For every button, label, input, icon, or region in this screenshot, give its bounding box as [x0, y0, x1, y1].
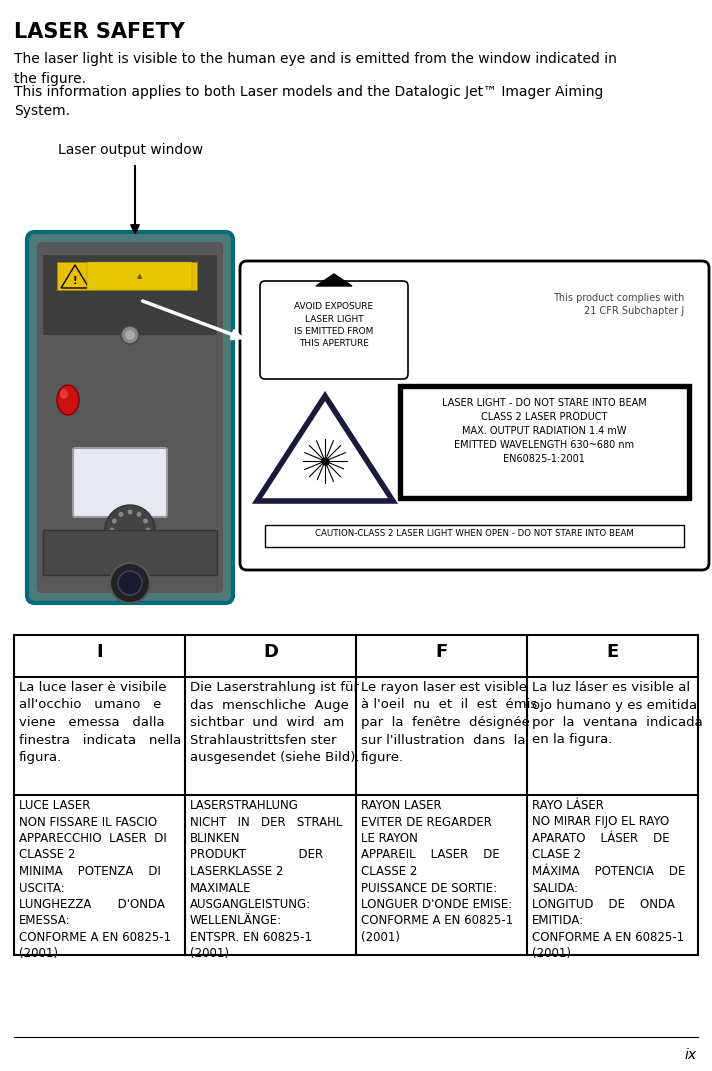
Circle shape	[137, 543, 142, 548]
FancyBboxPatch shape	[37, 242, 223, 593]
Circle shape	[127, 545, 132, 550]
Text: CAUTION-CLASS 2 LASER LIGHT WHEN OPEN - DO NOT STARE INTO BEAM: CAUTION-CLASS 2 LASER LIGHT WHEN OPEN - …	[315, 529, 634, 538]
Text: La luce laser è visibile
all'occhio   umano   e
viene   emessa   dalla
finestra : La luce laser è visibile all'occhio uman…	[19, 681, 182, 764]
Circle shape	[137, 512, 142, 517]
Text: LASERSTRAHLUNG
NICHT   IN   DER   STRAHL
BLINKEN
PRODUKT              DER
LASERK: LASERSTRAHLUNG NICHT IN DER STRAHL BLINK…	[190, 799, 342, 961]
Bar	[43, 255, 217, 335]
Text: I: I	[96, 643, 103, 661]
Text: AVOID EXPOSURE
LASER LIGHT
IS EMITTED FROM
THIS APERTURE: AVOID EXPOSURE LASER LIGHT IS EMITTED FR…	[294, 302, 374, 348]
Ellipse shape	[60, 389, 68, 399]
Circle shape	[105, 506, 155, 555]
Bar	[402, 388, 687, 496]
Circle shape	[112, 518, 117, 524]
Circle shape	[110, 563, 150, 603]
Text: ix: ix	[685, 1049, 697, 1062]
Text: F: F	[435, 643, 448, 661]
Circle shape	[112, 537, 117, 542]
FancyBboxPatch shape	[240, 261, 709, 570]
Circle shape	[143, 537, 148, 542]
Text: This information applies to both Laser models and the Datalogic Jet™ Imager Aimi: This information applies to both Laser m…	[14, 85, 603, 119]
FancyBboxPatch shape	[260, 281, 408, 379]
Polygon shape	[61, 265, 89, 288]
Text: Laser output window: Laser output window	[58, 144, 203, 157]
Bar	[87, 262, 192, 290]
Text: RAYON LASER
EVITER DE REGARDER
LE RAYON
APPAREIL    LASER    DE
CLASSE 2
PUISSAN: RAYON LASER EVITER DE REGARDER LE RAYON …	[361, 799, 513, 944]
Circle shape	[145, 528, 150, 532]
Ellipse shape	[57, 384, 79, 414]
Text: La luz láser es visible al
ojo humano y es emitida
por  la  ventana  indicada
en: La luz láser es visible al ojo humano y …	[532, 681, 703, 746]
Text: Die Laserstrahlung ist für
das  menschliche  Auge
sichtbar  und  wird  am
Strahl: Die Laserstrahlung ist für das menschlic…	[190, 681, 360, 764]
Text: ▲: ▲	[137, 273, 142, 280]
Circle shape	[118, 543, 123, 548]
FancyBboxPatch shape	[27, 232, 233, 603]
Circle shape	[121, 326, 139, 344]
Bar	[265, 525, 684, 547]
Text: Le rayon laser est visible
à l'oeil  nu  et  il  est  émis
par  la  fenêtre  dés: Le rayon laser est visible à l'oeil nu e…	[361, 681, 538, 764]
Text: LASER SAFETY: LASER SAFETY	[14, 22, 185, 42]
Circle shape	[143, 518, 148, 524]
Text: The laser light is visible to the human eye and is emitted from the window indic: The laser light is visible to the human …	[14, 52, 617, 86]
Circle shape	[118, 512, 123, 517]
Text: RAYO LÁSER
NO MIRAR FIJO EL RAYO
APARATO    LÁSER    DE
CLASE 2
MÁXIMA    POTENC: RAYO LÁSER NO MIRAR FIJO EL RAYO APARATO…	[532, 799, 686, 961]
Circle shape	[125, 330, 135, 340]
Polygon shape	[316, 274, 352, 286]
Text: LASER LIGHT - DO NOT STARE INTO BEAM
CLASS 2 LASER PRODUCT
MAX. OUTPUT RADIATION: LASER LIGHT - DO NOT STARE INTO BEAM CLA…	[441, 398, 646, 464]
Circle shape	[127, 510, 132, 514]
Text: E: E	[607, 643, 619, 661]
FancyBboxPatch shape	[73, 448, 167, 517]
Circle shape	[118, 571, 142, 595]
Text: LUCE LASER
NON FISSARE IL FASCIO
APPARECCHIO  LASER  DI
CLASSE 2
MINIMA    POTEN: LUCE LASER NON FISSARE IL FASCIO APPAREC…	[19, 799, 171, 961]
Circle shape	[110, 528, 115, 532]
Text: This product complies with
21 CFR Subchapter J: This product complies with 21 CFR Subcha…	[553, 293, 684, 316]
Bar	[398, 384, 691, 500]
Text: !: !	[73, 276, 77, 286]
Bar	[14, 635, 698, 955]
Bar	[43, 530, 217, 575]
Text: D: D	[263, 643, 278, 661]
Polygon shape	[257, 396, 393, 501]
Bar	[57, 262, 197, 290]
